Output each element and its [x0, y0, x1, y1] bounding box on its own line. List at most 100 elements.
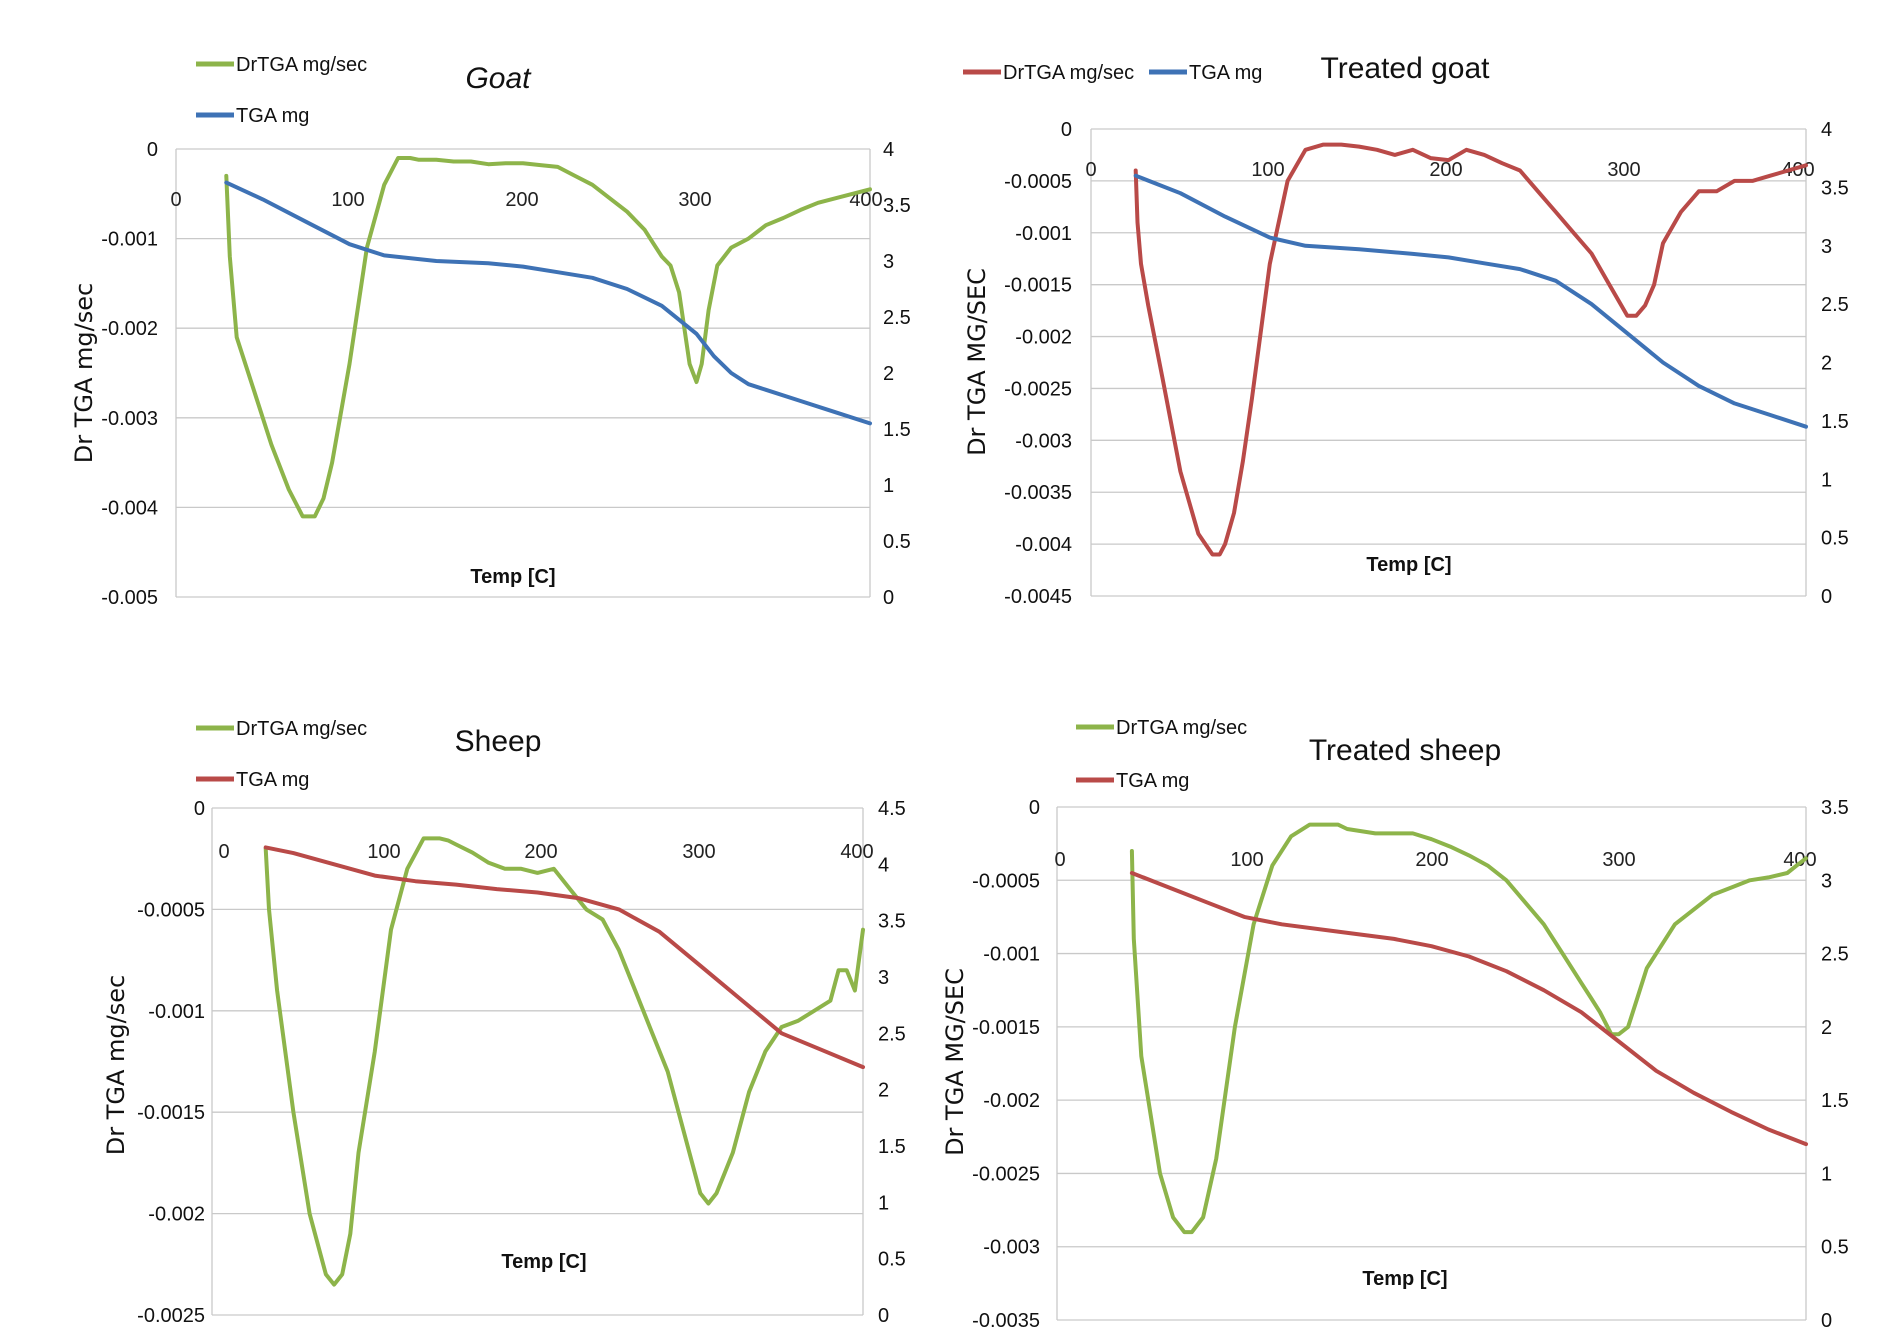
chart-panel: 0 -0.0005 -0.001 -0.0015 -0.002 -0.0025 -0.003…	[941, 717, 1849, 1332]
series-line	[224, 156, 872, 519]
series-line	[1133, 142, 1808, 557]
x-axis-title: Temp [C]	[1366, 554, 1451, 576]
x-axis-title: Temp [C]	[470, 566, 555, 588]
y2-tick-label: 3.5	[883, 195, 911, 217]
y-axis-title: Dr TGA MG/SEC	[963, 268, 991, 456]
x-axis-title: Temp [C]	[1362, 1268, 1447, 1290]
y-tick-label: -0.004	[101, 497, 158, 519]
legend: DrTGA mg/sec TGA mg	[196, 718, 367, 791]
y2-tick-label: 2	[1821, 353, 1832, 375]
legend: DrTGA mg/sec TGA mg	[196, 54, 367, 127]
y2-tick-label: 3.5	[878, 911, 906, 933]
y-axis-title: Dr TGA mg/sec	[70, 283, 98, 463]
y2-tick-label: 1.5	[1821, 1090, 1849, 1112]
y2-tick-label: 1.5	[878, 1136, 906, 1158]
series-line	[1129, 871, 1808, 1147]
legend: DrTGA mg/sec TGA mg	[963, 62, 1262, 84]
y-tick-label: 0	[147, 139, 158, 161]
legend-label: DrTGA mg/sec	[1116, 717, 1247, 739]
y-tick-label: -0.0035	[972, 1310, 1040, 1332]
y2-tick-label: 3	[1821, 870, 1832, 892]
x-tick-label: 100	[1251, 159, 1284, 181]
legend-label: DrTGA mg/sec	[236, 54, 367, 76]
y-tick-label: -0.0005	[137, 899, 205, 921]
y2-tick-label: 4.5	[878, 798, 906, 820]
y-tick-label: -0.005	[101, 587, 158, 609]
y2-tick-label: 2.5	[883, 307, 911, 329]
x-axis-title: Temp [C]	[501, 1251, 586, 1273]
y2-tick-label: 1	[883, 475, 894, 497]
x-tick-label: 0	[1054, 849, 1065, 871]
x-tick-label: 200	[505, 189, 538, 211]
y-tick-label: -0.0045	[1004, 586, 1072, 608]
y-tick-label: -0.0015	[137, 1102, 205, 1124]
legend-label: TGA mg	[1189, 62, 1262, 84]
x-tick-label: 200	[524, 841, 557, 863]
legend: DrTGA mg/sec TGA mg	[1076, 717, 1247, 792]
legend-label: TGA mg	[236, 769, 309, 791]
series-line	[1133, 173, 1808, 429]
x-tick-label: 300	[682, 841, 715, 863]
y-tick-label: -0.0025	[1004, 378, 1072, 400]
y2-tick-label: 1	[1821, 1163, 1832, 1185]
y-tick-label: -0.002	[101, 318, 158, 340]
y-tick-label: -0.004	[1015, 534, 1072, 556]
y2-tick-label: 0.5	[883, 531, 911, 553]
x-tick-label: 100	[331, 189, 364, 211]
series-line	[263, 836, 865, 1287]
y-tick-label: -0.003	[983, 1237, 1040, 1259]
x-tick-label: 300	[1607, 159, 1640, 181]
y-tick-label: -0.001	[148, 1001, 205, 1023]
x-tick-label: 0	[170, 189, 181, 211]
y2-tick-label: 4	[883, 139, 894, 161]
y2-tick-label: 0	[1821, 1310, 1832, 1332]
y2-tick-label: 2	[878, 1080, 889, 1102]
y-tick-label: -0.0025	[972, 1163, 1040, 1185]
chart-panel: 0 -0.0005 -0.001 -0.0015 -0.002 -0.0025 -0.003…	[963, 52, 1849, 608]
y2-tick-label: 1	[878, 1192, 889, 1214]
chart-title: Sheep	[455, 725, 542, 758]
y2-tick-label: 3	[883, 251, 894, 273]
y-tick-label: -0.001	[983, 944, 1040, 966]
y-tick-label: -0.0015	[972, 1017, 1040, 1039]
legend-label: DrTGA mg/sec	[236, 718, 367, 740]
y2-tick-label: 3	[878, 967, 889, 989]
y-tick-label: -0.0015	[1004, 275, 1072, 297]
chart-title: Goat	[465, 62, 532, 95]
y2-tick-label: 4	[878, 854, 889, 876]
y2-tick-label: 0.5	[1821, 528, 1849, 550]
y-axis-title: Dr TGA mg/sec	[102, 975, 130, 1155]
legend-label: TGA mg	[1116, 770, 1189, 792]
legend-label: DrTGA mg/sec	[1003, 62, 1134, 84]
y-tick-label: -0.002	[148, 1204, 205, 1226]
y2-tick-label: 3.5	[1821, 797, 1849, 819]
y2-tick-label: 0	[878, 1305, 889, 1327]
y-axis-title: Dr TGA MG/SEC	[941, 968, 969, 1156]
y2-tick-label: 2.5	[878, 1023, 906, 1045]
y2-tick-label: 4	[1821, 119, 1832, 141]
x-tick-label: 400	[840, 841, 873, 863]
y2-tick-label: 0.5	[878, 1249, 906, 1271]
y-tick-label: -0.003	[1015, 430, 1072, 452]
x-tick-label: 100	[1230, 849, 1263, 871]
y2-tick-label: 2.5	[1821, 944, 1849, 966]
x-tick-label: 400	[1783, 849, 1816, 871]
y2-tick-label: 2.5	[1821, 294, 1849, 316]
y2-tick-label: 2	[883, 363, 894, 385]
y-tick-label: 0	[1061, 119, 1072, 141]
x-tick-label: 300	[1602, 849, 1635, 871]
y2-tick-label: 1.5	[883, 419, 911, 441]
legend-label: TGA mg	[236, 105, 309, 127]
y2-tick-label: 3	[1821, 236, 1832, 258]
y2-tick-label: 1.5	[1821, 411, 1849, 433]
x-tick-label: 300	[678, 189, 711, 211]
y-tick-label: -0.002	[983, 1090, 1040, 1112]
y-tick-label: -0.0035	[1004, 482, 1072, 504]
y-tick-label: 0	[194, 798, 205, 820]
chart-title: Treated sheep	[1309, 734, 1501, 767]
series-line	[263, 845, 865, 1070]
x-tick-label: 200	[1429, 159, 1462, 181]
y-tick-label: -0.0025	[137, 1305, 205, 1327]
